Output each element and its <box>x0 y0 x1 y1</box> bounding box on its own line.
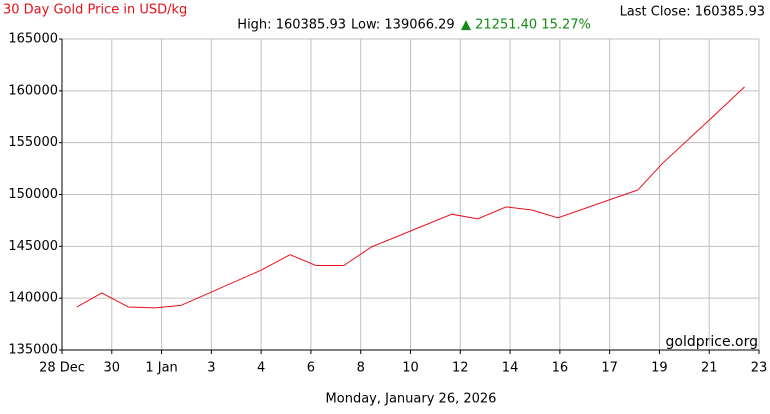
y-tick-label: 165000 <box>8 32 58 47</box>
high: High: 160385.93 <box>237 18 346 33</box>
change: ▲ 21251.40 15.27% <box>461 18 591 33</box>
last-close: Last Close: 160385.93 <box>620 5 765 20</box>
x-tick-label: 30 <box>104 361 121 376</box>
x-tick-label: 12 <box>452 361 469 376</box>
y-tick-label: 140000 <box>8 291 58 306</box>
chart-title: 30 Day Gold Price in USD/kg <box>3 3 187 18</box>
x-axis-label: Monday, January 26, 2026 <box>326 392 497 407</box>
y-tick-label: 145000 <box>8 239 58 254</box>
low: Low: 139066.29 <box>351 18 455 33</box>
y-tick-label: 135000 <box>8 343 58 358</box>
x-tick-label: 10 <box>402 361 419 376</box>
x-tick-label: 28 Dec <box>39 361 85 376</box>
x-tick-label: 21 <box>701 361 718 376</box>
watermark: goldprice.org <box>666 334 758 350</box>
x-tick-label: 23 <box>751 361 768 376</box>
x-tick-label: 14 <box>502 361 519 376</box>
x-tick-label: 4 <box>257 361 265 376</box>
y-tick-label: 150000 <box>8 187 58 202</box>
x-tick-label: 8 <box>357 361 365 376</box>
price-line <box>76 86 745 309</box>
x-tick-label: 19 <box>651 361 668 376</box>
y-tick-label: 155000 <box>8 135 58 150</box>
x-tick-label: 1 Jan <box>145 361 177 376</box>
x-tick-label: 6 <box>307 361 315 376</box>
x-tick-label: 17 <box>601 361 618 376</box>
x-tick-label: 3 <box>207 361 215 376</box>
y-tick-label: 160000 <box>8 83 58 98</box>
x-tick-label: 16 <box>552 361 569 376</box>
